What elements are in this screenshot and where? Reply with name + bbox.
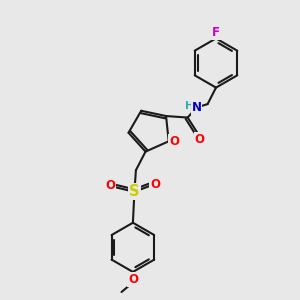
- Text: O: O: [169, 135, 179, 148]
- Text: O: O: [105, 179, 116, 192]
- Text: F: F: [212, 26, 220, 40]
- Text: O: O: [128, 273, 138, 286]
- Text: S: S: [129, 184, 140, 199]
- Text: O: O: [195, 133, 205, 146]
- Text: O: O: [150, 178, 161, 191]
- Text: N: N: [191, 101, 202, 114]
- Text: H: H: [184, 101, 194, 111]
